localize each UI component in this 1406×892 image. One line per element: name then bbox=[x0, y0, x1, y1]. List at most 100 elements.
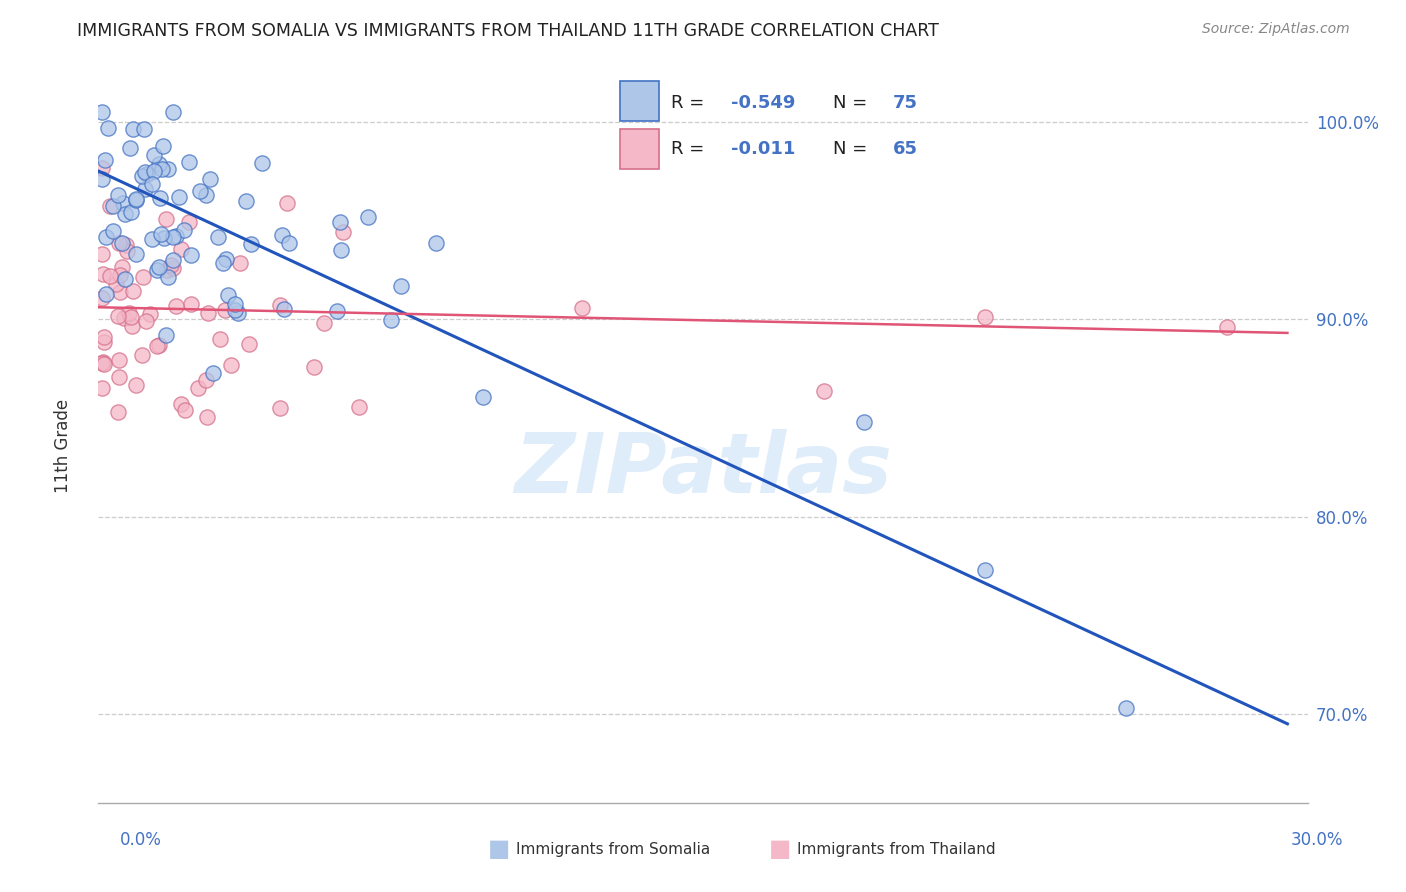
Point bbox=[134, 182, 156, 196]
Point bbox=[165, 228, 187, 243]
Point bbox=[228, 255, 250, 269]
Point bbox=[226, 306, 249, 320]
Point bbox=[135, 167, 157, 181]
Point bbox=[114, 272, 136, 286]
Point bbox=[471, 390, 494, 404]
Point bbox=[813, 384, 835, 398]
Point bbox=[93, 334, 115, 349]
Point bbox=[180, 248, 202, 262]
Point bbox=[157, 161, 180, 176]
Point bbox=[155, 328, 177, 343]
Point bbox=[219, 358, 242, 372]
Point bbox=[108, 285, 131, 299]
Point bbox=[107, 404, 129, 418]
Point bbox=[173, 402, 195, 417]
Point bbox=[107, 235, 129, 250]
Point bbox=[389, 279, 412, 293]
Point bbox=[94, 153, 117, 168]
Point bbox=[155, 263, 177, 277]
Point bbox=[111, 260, 134, 274]
Point bbox=[224, 297, 246, 311]
Point bbox=[118, 306, 141, 320]
Point bbox=[217, 288, 239, 302]
Point bbox=[120, 310, 142, 325]
Point bbox=[152, 139, 174, 153]
Point bbox=[108, 370, 131, 384]
Point bbox=[145, 262, 167, 277]
Point bbox=[276, 195, 298, 210]
Text: IMMIGRANTS FROM SOMALIA VS IMMIGRANTS FROM THAILAND 11TH GRADE CORRELATION CHART: IMMIGRANTS FROM SOMALIA VS IMMIGRANTS FR… bbox=[77, 22, 939, 40]
Point bbox=[107, 309, 129, 323]
Point bbox=[108, 268, 131, 283]
Point bbox=[974, 310, 997, 324]
Point bbox=[238, 337, 260, 351]
Point bbox=[853, 415, 876, 429]
Point bbox=[150, 162, 173, 177]
Point bbox=[112, 310, 135, 325]
Point bbox=[134, 164, 156, 178]
Point bbox=[94, 287, 117, 301]
Point bbox=[98, 269, 121, 284]
Point bbox=[270, 228, 292, 243]
Point bbox=[98, 199, 121, 213]
Point bbox=[146, 339, 169, 353]
Point bbox=[111, 196, 134, 211]
Point bbox=[1115, 700, 1137, 714]
Text: 30.0%: 30.0% bbox=[1291, 831, 1343, 849]
Point bbox=[173, 223, 195, 237]
Point bbox=[571, 301, 593, 315]
Point bbox=[167, 190, 190, 204]
Point bbox=[143, 163, 166, 178]
Point bbox=[177, 215, 200, 229]
Point bbox=[91, 246, 114, 260]
Text: 75: 75 bbox=[893, 94, 918, 112]
Point bbox=[314, 316, 336, 330]
Point bbox=[153, 231, 176, 245]
Point bbox=[215, 252, 238, 267]
Point bbox=[110, 235, 132, 250]
Text: N =: N = bbox=[832, 140, 873, 158]
Point bbox=[974, 563, 997, 577]
Point bbox=[91, 356, 114, 370]
Point bbox=[195, 187, 218, 202]
Text: N =: N = bbox=[832, 94, 873, 112]
Point bbox=[162, 230, 184, 244]
Point bbox=[93, 330, 115, 344]
Point bbox=[91, 161, 114, 176]
Point bbox=[201, 366, 224, 380]
Point bbox=[159, 258, 181, 272]
FancyBboxPatch shape bbox=[620, 128, 659, 169]
Text: R =: R = bbox=[672, 94, 710, 112]
FancyBboxPatch shape bbox=[620, 81, 659, 121]
Point bbox=[326, 304, 349, 318]
Point bbox=[207, 229, 229, 244]
Point bbox=[162, 260, 184, 275]
Point bbox=[91, 172, 114, 186]
Point bbox=[214, 303, 236, 318]
Point bbox=[121, 319, 143, 334]
Point bbox=[93, 358, 115, 372]
Point bbox=[125, 378, 148, 392]
Point bbox=[187, 381, 209, 395]
Point bbox=[197, 306, 219, 320]
Point bbox=[125, 247, 148, 261]
Point bbox=[124, 193, 146, 207]
Point bbox=[425, 236, 447, 251]
Text: 11th Grade: 11th Grade bbox=[55, 399, 72, 493]
Text: Source: ZipAtlas.com: Source: ZipAtlas.com bbox=[1202, 22, 1350, 37]
Point bbox=[108, 353, 131, 368]
Point bbox=[148, 260, 170, 274]
Text: Immigrants from Thailand: Immigrants from Thailand bbox=[797, 842, 995, 856]
Point bbox=[252, 155, 274, 169]
Point bbox=[162, 252, 184, 267]
Point bbox=[235, 194, 257, 208]
Point bbox=[148, 338, 170, 352]
Text: ■: ■ bbox=[488, 838, 510, 861]
Point bbox=[149, 191, 172, 205]
Point bbox=[188, 184, 211, 198]
Text: -0.549: -0.549 bbox=[731, 94, 796, 112]
Point bbox=[180, 296, 202, 310]
Point bbox=[380, 313, 402, 327]
Text: -0.011: -0.011 bbox=[731, 140, 796, 158]
Point bbox=[170, 397, 193, 411]
